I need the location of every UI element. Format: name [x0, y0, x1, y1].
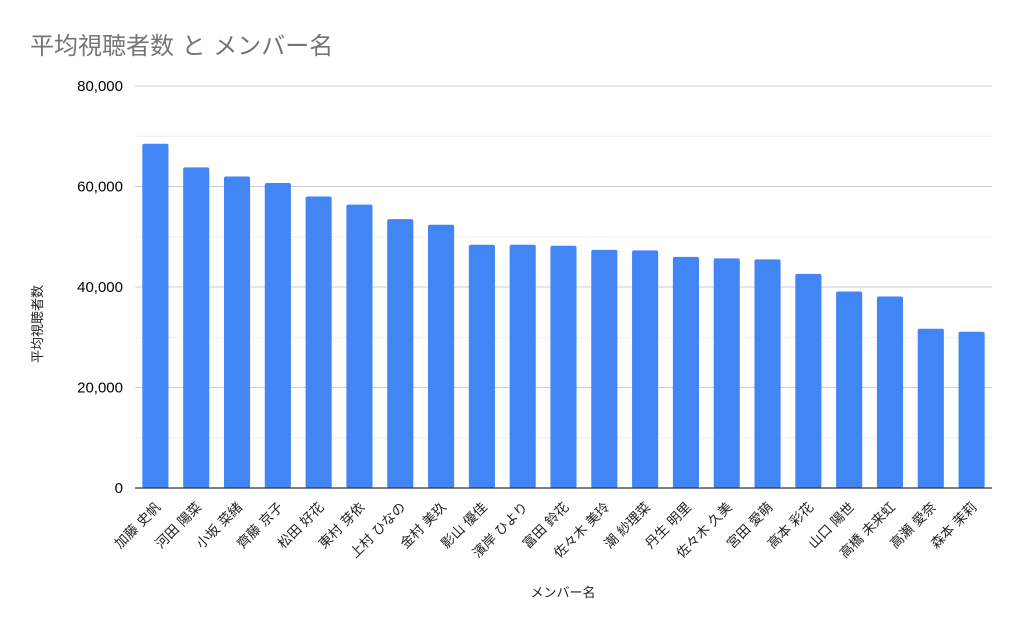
bar	[836, 291, 863, 488]
bar	[632, 250, 659, 488]
y-tick-label: 60,000	[77, 179, 123, 196]
y-axis-ticks: 0 20,000 40,000 60,000 80,000	[77, 78, 123, 497]
bar	[468, 244, 495, 488]
bars	[142, 143, 985, 489]
bar	[223, 176, 251, 488]
bar	[305, 196, 332, 489]
bar	[346, 204, 373, 488]
bar	[509, 244, 536, 488]
bar	[958, 331, 985, 488]
bar	[183, 167, 210, 488]
bar	[754, 259, 781, 488]
y-tick-label: 80,000	[77, 78, 123, 95]
bar	[713, 258, 740, 488]
bar	[917, 328, 944, 488]
bar	[672, 256, 699, 488]
y-tick-label: 20,000	[77, 380, 123, 397]
bar	[795, 273, 822, 488]
y-tick-label: 40,000	[77, 279, 123, 296]
bar	[876, 296, 904, 488]
bar	[428, 224, 455, 488]
bar	[591, 249, 618, 488]
y-axis-title: 平均視聴者数	[31, 285, 46, 363]
bar	[142, 143, 169, 488]
bar	[387, 219, 414, 488]
bar	[264, 182, 291, 489]
chart-title: 平均視聴者数 と メンバー名	[30, 32, 334, 60]
bar	[550, 245, 577, 488]
y-tick-label: 0	[115, 480, 123, 497]
x-axis-title: メンバー名	[530, 585, 595, 601]
